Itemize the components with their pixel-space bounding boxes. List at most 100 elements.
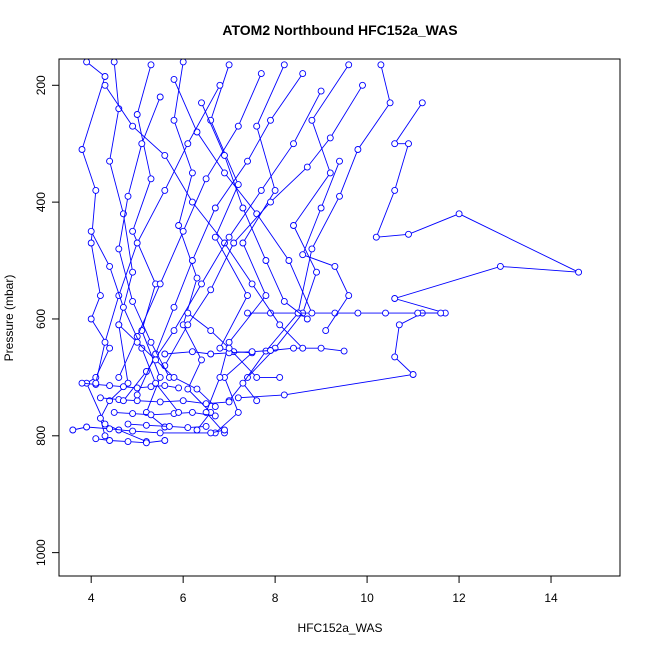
data-point [110,408,118,416]
data-point [101,432,109,440]
data-point [87,239,95,247]
data-point [161,186,169,194]
data-point [253,122,261,130]
data-point [147,338,155,346]
data-point [106,437,114,444]
data-point [184,321,192,329]
data-point [221,151,228,159]
data-point [345,292,353,300]
data-point [106,344,114,352]
data-point [198,280,205,288]
data-point [372,233,380,241]
data-point [221,426,228,434]
data-point [115,321,123,329]
data-point [437,309,445,317]
data-point [299,251,307,259]
series-line [90,231,179,413]
x-axis-label: HFC152a_WAS [298,621,383,635]
data-point [198,356,205,364]
data-point [147,61,155,69]
data-point [156,93,164,101]
series-line [173,61,212,431]
data-point [106,425,114,433]
data-point [138,140,146,148]
data-point [225,344,233,352]
data-point [239,239,247,247]
data-point [336,192,343,200]
data-point [193,426,201,434]
data-point [225,338,233,346]
data-point [92,379,100,387]
data-point [211,233,219,241]
data-point [253,373,261,381]
data-point [575,268,583,276]
data-point [161,382,169,390]
series-line [201,102,308,320]
data-point [202,422,210,430]
data-point [317,87,325,95]
data-point [106,262,114,270]
data-point [340,347,348,355]
data-point [92,186,100,194]
plot-frame [58,58,621,577]
data-point [391,353,399,361]
data-point [211,204,219,212]
data-point [336,157,343,165]
data-point [248,348,256,356]
data-point [290,344,297,352]
data-point [165,422,173,430]
data-point [170,327,178,335]
x-tick-label: 12 [452,591,466,605]
data-point [152,356,160,364]
data-point [161,350,169,358]
data-point [239,204,247,212]
series-line [302,161,350,331]
data-point [202,175,210,183]
data-point [253,210,261,218]
data-point [188,198,196,206]
series-line [136,73,304,396]
data-point [285,257,293,264]
data-point [170,303,178,311]
data-point [267,309,274,317]
data-point [234,408,242,416]
data-point [276,321,284,329]
data-point [280,297,288,305]
data-point [262,292,270,300]
data-point [184,385,192,393]
data-point [207,327,215,335]
data-point [234,394,242,402]
data-point [156,429,164,437]
data-point [106,382,114,390]
data-point [230,239,238,247]
data-point [124,192,132,200]
data-point [207,350,215,358]
data-point [133,111,141,118]
data-point [225,398,233,406]
data-point [106,157,114,165]
plot-marks [69,59,583,447]
data-point [175,384,183,392]
data-point [253,397,261,405]
data-point [119,383,127,391]
data-point [87,315,95,323]
data-point [129,410,137,418]
data-point [101,81,109,89]
y-tick-label: 200 [34,75,48,95]
data-point [216,81,224,89]
series-line [164,85,363,366]
data-point [290,140,297,148]
data-point [147,175,155,183]
data-point [124,379,132,387]
data-point [267,198,274,206]
series-line [95,85,221,384]
data-point [391,295,399,302]
data-point [207,429,215,437]
data-point [221,239,228,247]
data-point [234,181,242,189]
chart-title: ATOM2 Northbound HFC152a_WAS [222,22,457,38]
data-point [161,151,169,159]
series-line [99,61,134,436]
data-point [83,423,91,431]
